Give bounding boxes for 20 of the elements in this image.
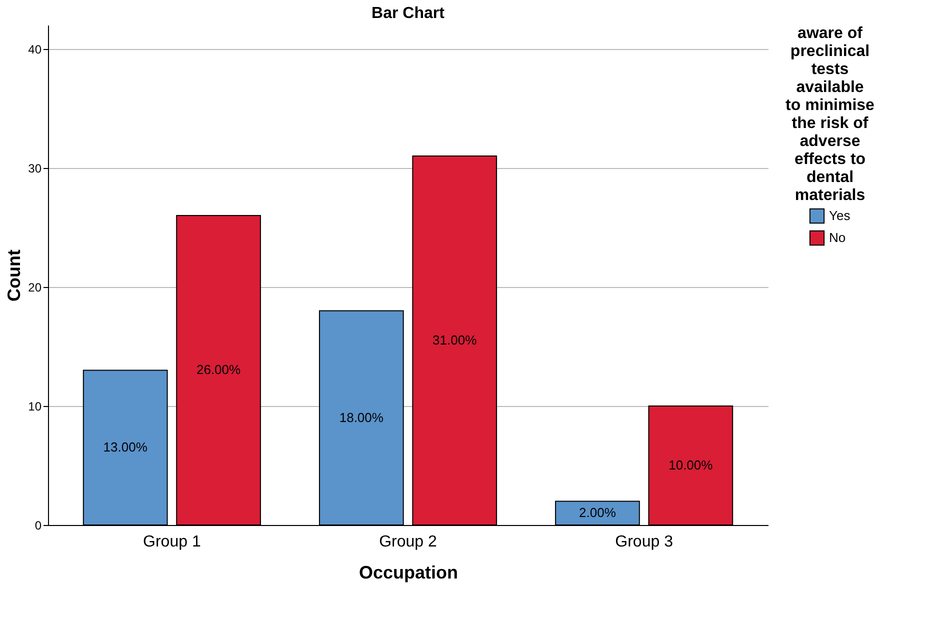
y-tick-label: 30 (28, 161, 42, 176)
data-label: 10.00% (668, 457, 714, 472)
y-tick-label: 0 (34, 518, 42, 532)
y-tick-label: 40 (28, 42, 42, 56)
x-tick-label: Group 1 (143, 534, 201, 550)
y-axis-title: Count (4, 250, 24, 302)
data-label: 26.00% (196, 362, 242, 378)
x-tick-label: Group 2 (379, 534, 438, 550)
data-label: 2.00% (579, 505, 616, 520)
text: aware of preclinical tests available to minimise the risk of adverse effects to dental materials (786, 25, 874, 204)
x-axis-title: Occupation (358, 562, 458, 582)
data-label: 31.00% (432, 332, 478, 348)
x-tick-label: Group 3 (615, 534, 674, 550)
y-tick-label: 20 (28, 280, 42, 294)
legend-label: Yes (829, 208, 851, 223)
y-tick-label: 10 (28, 399, 42, 414)
legend-label: No (829, 230, 846, 245)
data-label: 13.00% (103, 440, 148, 455)
chart-title: Bar Chart (372, 5, 446, 22)
data-label: 18.00% (339, 410, 384, 425)
